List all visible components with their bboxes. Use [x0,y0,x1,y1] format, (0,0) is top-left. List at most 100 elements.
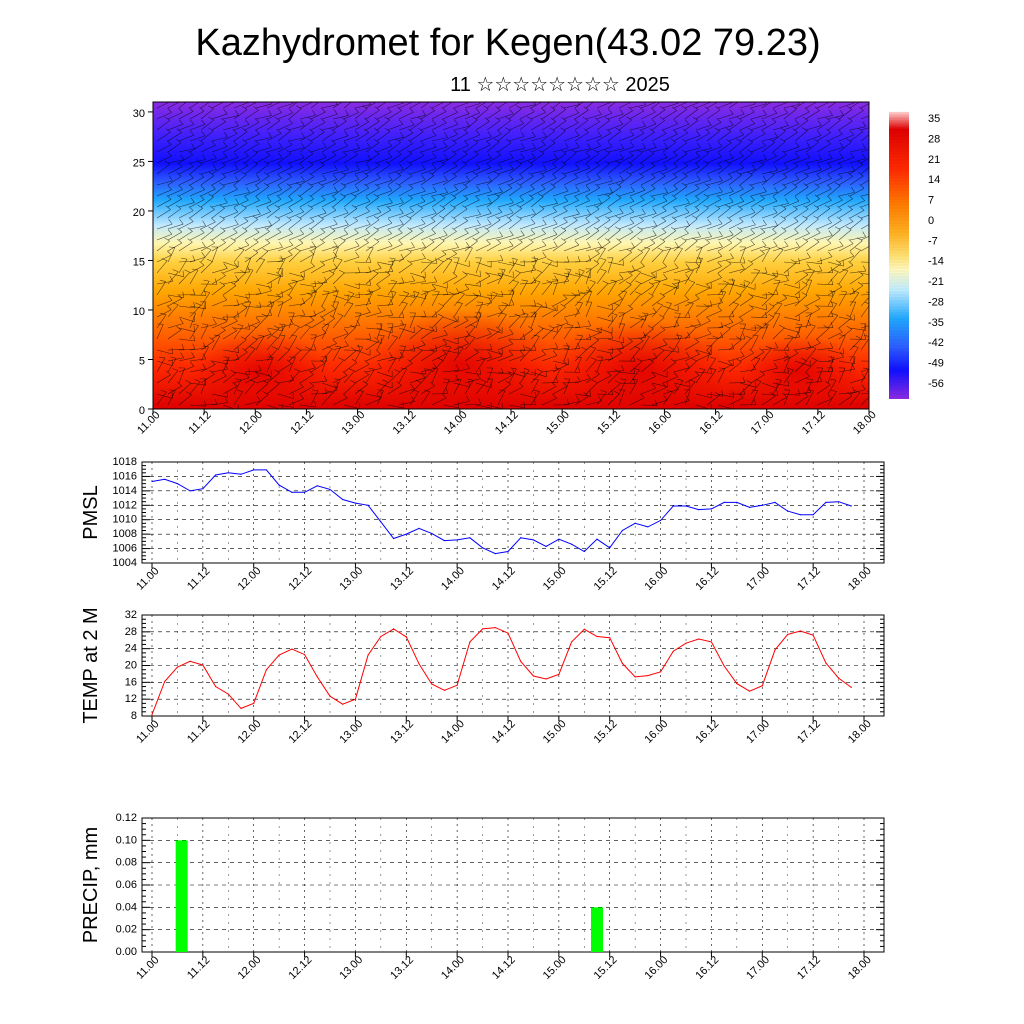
wind-barb [618,308,633,318]
wind-barb [684,353,700,362]
wind-barb-flag [803,183,809,188]
wind-barb-flag [206,258,213,263]
wind-barb [387,385,402,395]
wind-barb-flag [666,390,673,393]
series-point [520,537,522,539]
wind-barb [288,185,302,197]
wind-barb [827,331,843,340]
wind-barb [310,146,327,153]
wind-barb-flag [347,301,354,305]
wind-barb-flag [538,149,545,154]
wind-barb-flag [267,196,272,202]
wind-barb [585,348,596,362]
wind-barb-flag [288,195,293,201]
wind-barb-flag [527,116,533,121]
wind-barb [750,390,758,406]
y-tick-label: 0.10 [116,834,137,846]
wind-barb-flag [575,356,582,358]
wind-barb-flag [648,358,654,363]
wind-barb [409,114,426,120]
wind-barb-flag [176,172,182,177]
wind-barb-flag [499,231,503,237]
wind-barb-flag [860,196,865,201]
wind-barb-flag [220,227,226,232]
wind-barb-flag [355,185,360,191]
wind-barb [211,368,228,373]
wind-barb-flag [819,375,823,382]
wind-barb [398,251,412,263]
series-point [761,685,763,687]
series-point [354,502,357,504]
wind-barb-flag [412,389,419,392]
wind-barb-flag [165,205,171,210]
wind-barb [486,367,494,384]
wind-barb [673,278,690,285]
wind-barb-flag [169,275,173,282]
wind-barb-flag [456,287,460,294]
wind-barb [695,179,712,186]
wind-barb-flag [589,390,592,397]
wind-barb [189,325,199,340]
wind-barb-flag [205,247,212,250]
wind-barb [431,218,445,230]
wind-barb-flag [708,231,712,237]
wind-barb-flag [697,319,701,325]
wind-barb-flag [210,360,216,365]
wind-barb-flag [803,392,809,397]
wind-barb [695,223,712,230]
wind-barb-flag [340,182,347,187]
wind-barb-flag [774,187,778,193]
wind-barb [585,359,597,373]
wind-barb [838,395,853,406]
wind-barb [420,123,436,131]
wind-barb [717,242,732,252]
wind-barb-flag [256,208,261,215]
series-point [698,509,700,511]
wind-barb [244,375,260,384]
wind-barb-flag [705,238,710,244]
wind-barb [849,210,865,219]
wind-barb-flag [720,332,724,338]
wind-barb [167,298,183,307]
wind-barb-flag [518,173,524,178]
wind-barb [442,320,458,329]
wind-barb-flag [432,163,437,169]
wind-barb [717,258,734,263]
series-point [634,676,636,678]
wind-barb [178,357,195,362]
wind-barb [706,109,721,120]
wind-barb [277,166,293,175]
wind-barb-flag [740,351,745,357]
wind-barb [519,164,534,175]
wind-barb [794,324,803,340]
wind-barb [607,338,624,344]
wind-barb [728,397,744,406]
wind-barb [486,242,502,252]
precip-bar [591,907,603,952]
wind-barb-flag [694,184,700,189]
wind-barb-flag [421,218,426,224]
wind-barb-flag [486,239,491,245]
heatmap-x-tick-label: 13.00 [339,409,367,437]
wind-barb [585,202,602,208]
wind-barb [772,168,789,175]
wind-barb [849,356,856,373]
wind-barb-flag [650,195,656,200]
wind-barb-flag [552,162,557,168]
wind-barb-flag [276,129,282,134]
wind-barb-flag [226,391,228,398]
wind-barb-flag [208,171,215,176]
wind-barb-flag [806,196,811,202]
wind-barb [464,319,480,329]
wind-barb-flag [785,198,789,204]
series-point [609,547,611,549]
wind-barb-flag [574,195,579,201]
wind-barb [310,218,324,230]
wind-barb-flag [577,376,581,382]
wind-barb-flag [176,139,182,143]
wind-barb-flag [587,320,592,326]
wind-barb [706,393,723,397]
wind-barb [530,136,547,142]
wind-barb-flag [277,162,282,168]
wind-barb-flag [374,117,380,122]
